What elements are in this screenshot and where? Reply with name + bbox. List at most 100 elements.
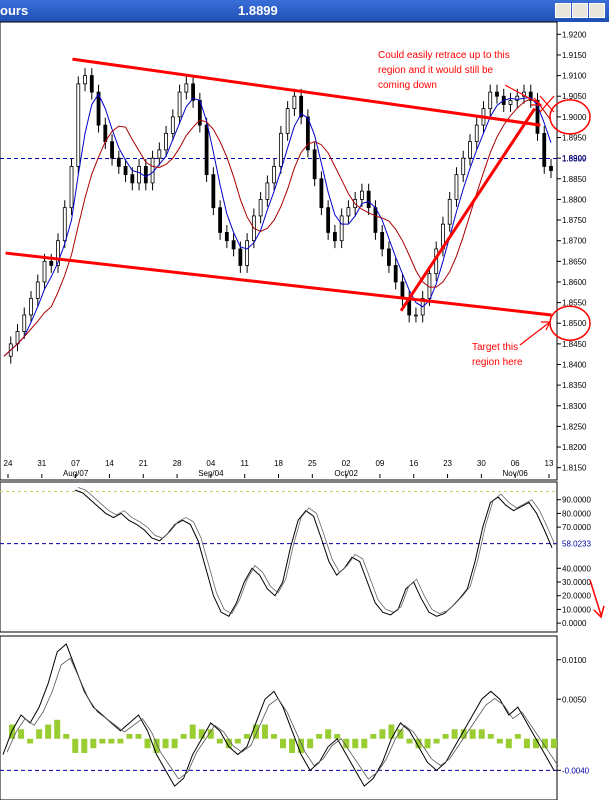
candle-body (22, 314, 27, 332)
trendline (5, 251, 552, 317)
osc-histogram-bar (243, 734, 250, 739)
price-xtick-label: 24 (4, 459, 13, 468)
candle-body (380, 232, 385, 250)
osc-ytick-label: 0.0100 (562, 656, 587, 665)
candle-body (143, 165, 148, 184)
candle-body (83, 75, 87, 85)
price-ytick-label: 1.9150 (562, 51, 587, 60)
stoch-ytick-label: 0.0000 (562, 619, 587, 628)
annotation-text-retrace: region and it would still be (378, 65, 494, 76)
price-ytick-label: 1.8600 (562, 278, 587, 287)
down-arrow (589, 579, 602, 616)
ma-slow-line (3, 98, 552, 357)
candle-body (414, 314, 418, 317)
osc-main-line (2, 643, 555, 787)
price-ytick-label: 1.8900 (562, 154, 587, 163)
annotation-arrowhead (531, 97, 543, 106)
maximize-button[interactable] (572, 3, 588, 18)
osc-histogram-bar (523, 738, 530, 749)
annotation-arrowhead (541, 321, 551, 331)
annotation-text-retrace: coming down (378, 80, 437, 91)
candle-body (346, 207, 351, 217)
candle-body (177, 91, 182, 118)
down-arrowhead (593, 605, 605, 619)
osc-histogram-bar (207, 729, 214, 739)
osc-histogram-bar (171, 738, 178, 749)
osc-histogram-bar (289, 738, 296, 753)
price-month-label: Oct/02 (334, 469, 358, 478)
candle-body (292, 95, 297, 110)
price-xtick-label: 25 (308, 459, 317, 468)
annotation-text-retrace: Could easily retrace up to this (378, 50, 510, 61)
osc-histogram-bar (406, 738, 413, 744)
price-month-label: Aug/07 (63, 469, 89, 478)
stoch-current-label: 58.0233 (562, 540, 591, 549)
osc-histogram-bar (225, 738, 232, 749)
price-xtick-label: 07 (71, 459, 80, 468)
osc-histogram-bar (189, 724, 196, 739)
candle-body (204, 124, 209, 176)
trendline (72, 57, 541, 127)
annotation-text-target: Target this (472, 342, 518, 353)
osc-histogram-bar (261, 724, 268, 739)
candle-body (76, 83, 81, 167)
price-xtick-label: 06 (511, 459, 520, 468)
price-xtick-label: 23 (443, 459, 452, 468)
stoch-ytick-label: 10.0000 (562, 605, 591, 614)
osc-histogram-bar (298, 738, 305, 753)
osc-histogram-bar (117, 738, 124, 744)
osc-histogram-bar (487, 734, 494, 739)
osc-signal-line (6, 657, 559, 780)
candle-body (495, 91, 499, 97)
osc-histogram-bar (415, 738, 422, 749)
candle-body (56, 240, 60, 266)
osc-histogram-bar (551, 738, 557, 749)
candle-body (211, 174, 216, 209)
osc-histogram-bar (27, 738, 34, 744)
osc-ytick-label: -0.0040 (562, 766, 590, 775)
osc-histogram-bar (505, 738, 512, 749)
stoch-d-line (77, 486, 556, 615)
osc-histogram-bar (252, 724, 259, 739)
candle-body (272, 165, 277, 184)
stoch-ytick-label: 70.0000 (562, 523, 591, 532)
candle-body (515, 95, 520, 101)
osc-histogram-bar (108, 738, 115, 744)
close-button[interactable] (589, 3, 605, 18)
osc-histogram-bar (460, 729, 467, 739)
osc-histogram-bar (361, 738, 368, 749)
price-ytick-label: 1.8350 (562, 381, 587, 390)
candle-body (245, 240, 250, 266)
osc-histogram-bar (478, 729, 485, 739)
candle-body (312, 149, 317, 180)
candle-body (400, 281, 405, 299)
candle-body (170, 116, 175, 134)
minimize-button[interactable] (555, 3, 571, 18)
osc-histogram-bar (514, 734, 521, 739)
candle-body (278, 132, 283, 167)
osc-histogram-bar (316, 734, 323, 739)
price-xtick-label: 28 (173, 459, 182, 468)
osc-histogram-bar (433, 738, 440, 744)
candle-body (488, 91, 493, 110)
candle-body (49, 260, 54, 266)
candle-body (157, 149, 162, 159)
price-ytick-label: 1.8950 (562, 134, 587, 143)
candle-body (373, 207, 378, 233)
window-titlebar: ours 1.8899 (0, 0, 609, 22)
osc-histogram-bar (234, 738, 241, 744)
candle-body (474, 124, 479, 143)
price-xtick-label: 31 (37, 459, 46, 468)
target-circle (549, 99, 591, 135)
window-title: ours (0, 3, 29, 18)
osc-histogram-bar (352, 738, 359, 749)
osc-histogram-bar (135, 734, 142, 739)
osc-histogram-bar (442, 734, 449, 739)
osc-histogram-bar (54, 719, 61, 739)
osc-histogram-bar (451, 729, 458, 739)
price-month-label: Nov/06 (503, 469, 529, 478)
candle-body (137, 165, 141, 184)
osc-histogram-bar (370, 734, 377, 739)
candle-body (454, 174, 459, 200)
osc-histogram-bar (198, 729, 205, 739)
